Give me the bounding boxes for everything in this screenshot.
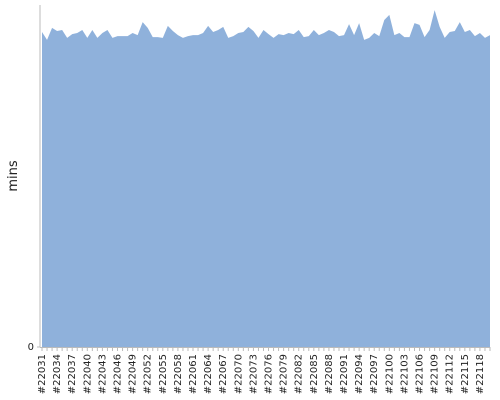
x-tick-label: #22055 xyxy=(158,354,169,394)
x-tick-label: #22058 xyxy=(173,354,184,394)
x-tick-label: #22079 xyxy=(279,354,290,394)
x-tick-label: #22034 xyxy=(52,354,63,394)
x-tick-label: #22043 xyxy=(97,354,108,394)
x-tick-label: #22091 xyxy=(339,354,350,394)
x-tick-label: #22082 xyxy=(294,354,305,394)
x-tick-label: #22040 xyxy=(82,354,93,394)
x-tick-label: #22046 xyxy=(113,354,124,394)
y-tick-label: 0 xyxy=(28,342,34,353)
x-tick-label: #22037 xyxy=(67,354,78,394)
x-tick-label: #22097 xyxy=(369,354,380,394)
x-tick-label: #22100 xyxy=(384,354,395,394)
area xyxy=(42,10,490,347)
x-tick-label: #22031 xyxy=(37,354,48,394)
x-tick-label: #22088 xyxy=(324,354,335,394)
x-tick-label: #22061 xyxy=(188,354,199,394)
x-tick-label: #22073 xyxy=(248,354,259,394)
x-tick-label: #22085 xyxy=(309,354,320,394)
x-tick-label: #22118 xyxy=(475,354,486,394)
x-tick-label: #22094 xyxy=(354,354,365,394)
x-tick-label: #22070 xyxy=(233,354,244,394)
y-axis-label: mins xyxy=(6,160,21,192)
x-tick-label: #22076 xyxy=(264,354,275,394)
x-tick-label: #22106 xyxy=(415,354,426,394)
x-tick-label: #22115 xyxy=(460,354,471,394)
x-tick-label: #22112 xyxy=(445,354,456,394)
x-tick-label: #22064 xyxy=(203,354,214,394)
x-tick-label: #22103 xyxy=(399,354,410,394)
x-tick-label: #22067 xyxy=(218,354,229,394)
x-tick-label: #22109 xyxy=(430,354,441,394)
x-tick-label: #22052 xyxy=(143,354,154,394)
x-tick-label: #22049 xyxy=(128,354,139,394)
